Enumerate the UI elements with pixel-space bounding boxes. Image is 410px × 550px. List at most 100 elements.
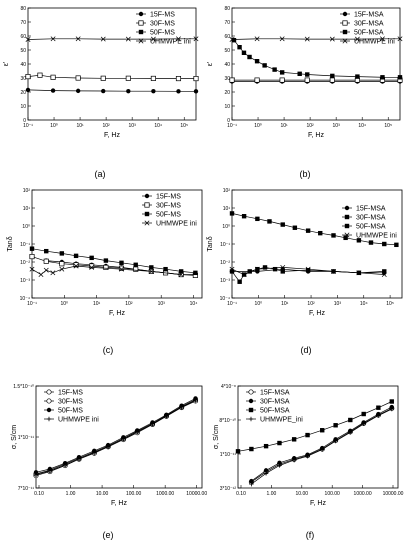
data-point	[263, 471, 269, 476]
data-point	[348, 430, 353, 435]
data-point	[389, 406, 394, 412]
y-axis-label: σ, S/cm	[213, 425, 220, 449]
data-point	[75, 36, 81, 42]
legend-marker	[144, 193, 150, 199]
data-point	[320, 447, 325, 452]
series-line	[31, 256, 196, 276]
legend-entry: 30F-MSA	[260, 398, 290, 405]
x-tick-label: 10⁴	[358, 123, 366, 129]
data-point	[272, 266, 278, 272]
data-point	[100, 75, 106, 81]
panel-caption: (e)	[103, 530, 114, 540]
data-point	[44, 248, 49, 254]
data-point	[254, 77, 260, 83]
data-point	[305, 72, 310, 77]
data-point	[381, 272, 387, 278]
data-point	[279, 77, 285, 83]
data-point	[62, 462, 68, 468]
x-tick-label: 10⁰	[50, 123, 58, 129]
data-point	[163, 266, 168, 272]
y-tick-label: 60	[224, 34, 230, 40]
data-point	[47, 468, 53, 474]
series-line	[27, 38, 196, 40]
x-tick-label: 10⁰	[254, 123, 262, 129]
series-line	[237, 401, 392, 452]
data-point	[119, 260, 124, 266]
legend-entry: 50F-MSA	[354, 29, 384, 36]
data-point	[25, 37, 31, 42]
data-point	[38, 272, 44, 278]
data-point	[89, 255, 94, 261]
data-point	[229, 37, 235, 42]
data-point	[150, 75, 156, 81]
data-point	[277, 460, 282, 466]
y-tick-label: 10⁰	[222, 224, 230, 230]
series-3	[231, 38, 403, 80]
data-point	[292, 225, 298, 230]
x-tick-label: 100.00	[126, 491, 142, 497]
data-point	[376, 405, 381, 410]
legend-entry: UHMWPE_ini	[260, 416, 303, 423]
y-tick-label: 10⁰	[22, 224, 30, 230]
data-point	[178, 269, 184, 274]
legend-entry: 50F-MS	[150, 29, 175, 36]
y-tick-label: 1.5*10⁻¹⁰	[13, 384, 34, 390]
y-tick-label: 10	[20, 104, 26, 110]
data-point	[254, 59, 260, 64]
legend-entry: 15F-MS	[58, 389, 83, 396]
y-axis-label: ε'	[207, 62, 214, 66]
data-point	[291, 437, 297, 442]
data-point	[135, 429, 140, 435]
data-point	[50, 270, 56, 276]
data-point	[389, 399, 394, 404]
legend-marker	[144, 220, 150, 226]
chart-panel-5: 0.10 1.00 10.00 100.00 1000.00 10000.00 7*10⁻¹…	[11, 384, 207, 540]
legend-marker	[248, 416, 254, 422]
data-point	[193, 398, 198, 403]
data-point	[125, 36, 131, 42]
data-point	[368, 240, 374, 245]
legend-entry: 15F-MS	[156, 193, 181, 200]
data-point	[133, 262, 138, 267]
x-tick-label: 1.00	[267, 491, 277, 497]
data-point	[89, 264, 95, 270]
data-point	[348, 417, 353, 423]
y-axis-label: ε'	[3, 62, 10, 66]
chart-panel-1: 10⁻¹ 10⁰ 10¹ 10² 10³ 10⁴ 10⁵ 0 10 20 30 40 50 60 70 80 F…	[3, 6, 199, 179]
data-point	[249, 481, 254, 487]
x-axis-label: F, Hz	[308, 132, 324, 139]
x-tick-label: 10⁻¹	[23, 123, 33, 129]
data-point	[329, 77, 335, 83]
panel-caption: (f)	[306, 530, 315, 540]
data-point	[254, 266, 260, 272]
legend-entry: UHMWPE ini	[356, 232, 397, 239]
data-point	[280, 264, 286, 270]
data-point	[262, 265, 268, 270]
y-tick-label: 7*10⁻¹¹	[18, 486, 35, 492]
chart-panel-6: 0.10 1.00 10.00 100.00 1000.00 10000.00 3*10⁻¹…	[213, 384, 404, 540]
data-point	[318, 230, 323, 236]
data-point	[305, 228, 311, 233]
data-point	[103, 264, 109, 270]
x-axis-label: F, Hz	[111, 500, 127, 507]
y-tick-label: 40	[224, 62, 230, 68]
legend-entry: 50F-MS	[58, 407, 83, 414]
data-point	[291, 457, 297, 463]
x-tick-label: 10⁵	[180, 123, 188, 129]
y-tick-label: 30	[20, 76, 26, 82]
data-point	[333, 438, 338, 444]
x-tick-label: 10⁻¹	[27, 301, 37, 307]
y-tick-label: 50	[20, 48, 26, 54]
y-tick-label: 40	[20, 62, 26, 68]
series-4	[25, 36, 199, 42]
x-tick-label: 10¹	[280, 123, 288, 129]
legend-entry: 30F-MS	[150, 20, 175, 27]
data-point	[29, 254, 35, 260]
legend-marker	[138, 11, 144, 17]
x-tick-label: 10³	[158, 301, 166, 307]
data-point	[25, 87, 31, 93]
data-point	[59, 261, 65, 267]
y-tick-label: 1*10⁻¹¹	[18, 435, 35, 441]
legend-entry: 50F-MS	[156, 211, 181, 218]
y-tick-label: 20	[224, 90, 230, 96]
